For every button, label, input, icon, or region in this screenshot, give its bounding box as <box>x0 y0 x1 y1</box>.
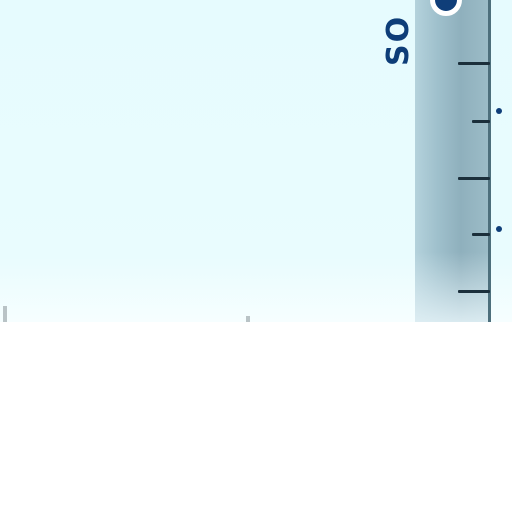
tube-edge <box>488 0 491 322</box>
blank-area <box>0 322 512 512</box>
stick-left <box>3 306 7 322</box>
tube-fade <box>415 252 491 322</box>
measuring-tube <box>415 0 491 322</box>
tick-minor <box>472 233 490 236</box>
stick-right <box>246 316 250 322</box>
tube-label: SO <box>381 0 411 68</box>
tick-major <box>458 62 490 65</box>
tick-minor <box>472 120 490 123</box>
dash-icon <box>496 226 502 232</box>
ring-icon <box>430 0 462 16</box>
tick-major <box>458 290 490 293</box>
tick-major <box>458 177 490 180</box>
scene: SO <box>0 0 512 322</box>
tube-label-text: SO <box>381 14 411 66</box>
dash-icon <box>496 108 502 114</box>
